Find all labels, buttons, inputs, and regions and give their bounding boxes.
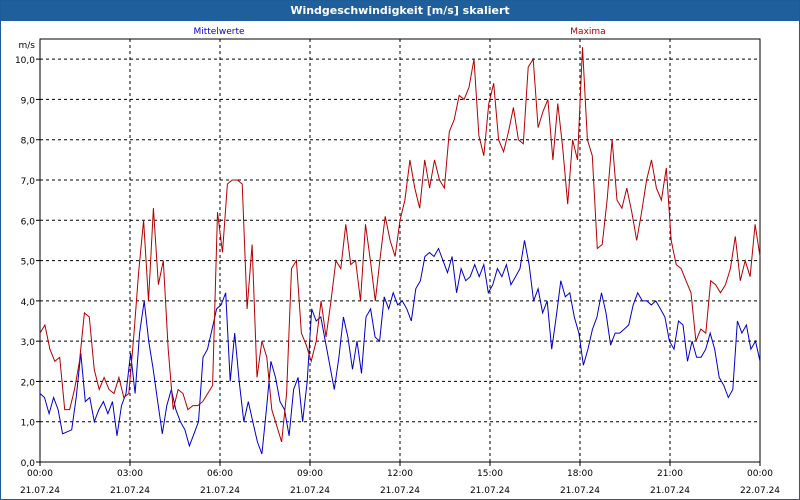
y-tick-label: 7,0 <box>21 177 36 187</box>
x-tick-time-label: 12:00 <box>387 469 413 479</box>
y-tick-label: 8,0 <box>21 137 36 147</box>
x-tick-date-label: 21.07.24 <box>470 486 510 496</box>
x-tick-time-label: 18:00 <box>567 469 593 479</box>
series-line-mittelwerte <box>39 240 761 455</box>
x-tick-date-label: 21.07.24 <box>110 486 150 496</box>
x-tick-date-label: 21.07.24 <box>650 486 690 496</box>
y-tick-label: 3,0 <box>21 338 36 348</box>
y-tick-label: 9,0 <box>21 96 36 106</box>
y-axis-unit-label: m/s <box>19 41 36 51</box>
window-title: Windgeschwindigkeit [m/s] skaliert <box>1 1 799 21</box>
x-tick-time-label: 00:00 <box>747 469 773 479</box>
x-tick-time-label: 09:00 <box>297 469 323 479</box>
y-tick-label: 10,0 <box>15 56 35 66</box>
x-tick-time-label: 06:00 <box>207 469 233 479</box>
x-tick-date-label: 21.07.24 <box>290 486 330 496</box>
y-tick-label: 5,0 <box>21 258 36 268</box>
y-tick-label: 0,0 <box>21 459 36 469</box>
y-tick-label: 1,0 <box>21 419 36 429</box>
x-tick-time-label: 21:00 <box>657 469 683 479</box>
x-tick-date-label: 21.07.24 <box>560 486 600 496</box>
x-tick-date-label: 21.07.24 <box>20 486 60 496</box>
x-tick-time-label: 15:00 <box>477 469 503 479</box>
y-tick-label: 6,0 <box>21 217 36 227</box>
y-tick-label: 4,0 <box>21 298 36 308</box>
x-tick-date-label: 22.07.24 <box>740 486 780 496</box>
x-tick-time-label: 00:00 <box>27 469 53 479</box>
series-line-maxima <box>39 47 761 443</box>
x-tick-date-label: 21.07.24 <box>380 486 420 496</box>
y-tick-label: 2,0 <box>21 378 36 388</box>
x-tick-time-label: 03:00 <box>117 469 143 479</box>
legend-label-mittelwerte: Mittelwerte <box>193 27 244 37</box>
x-tick-date-label: 21.07.24 <box>200 486 240 496</box>
legend-label-maxima: Maxima <box>570 27 605 37</box>
